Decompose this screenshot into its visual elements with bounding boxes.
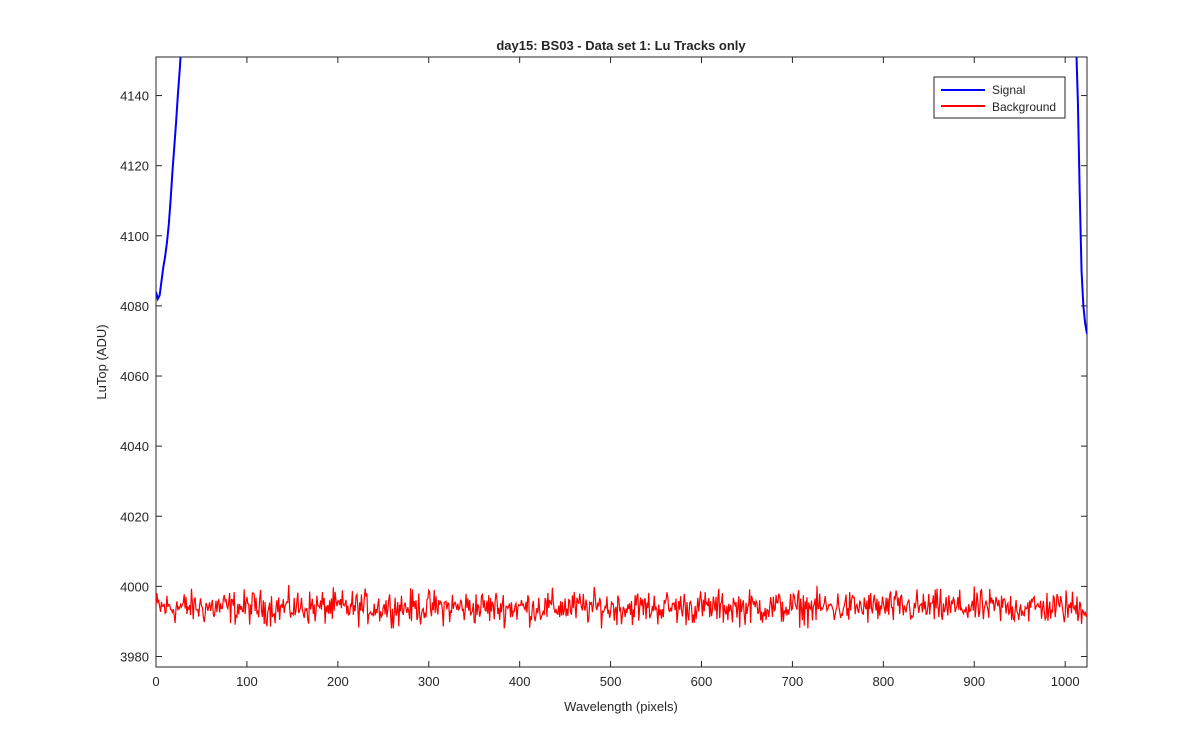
x-tick-label: 1000 — [1051, 674, 1080, 689]
y-tick-label: 3980 — [120, 649, 149, 664]
y-axis-label: LuTop (ADU) — [94, 324, 109, 399]
y-tick-label: 4100 — [120, 229, 149, 244]
ticks-layer: 0 100 200 300 400 500 600 700 800 900 1000 3980 4000… — [120, 57, 1087, 689]
x-tick-label: 200 — [327, 674, 349, 689]
x-tick-label: 800 — [872, 674, 894, 689]
y-tick-label: 4080 — [120, 299, 149, 314]
legend-label-signal: Signal — [992, 83, 1025, 97]
x-tick-label: 100 — [236, 674, 258, 689]
legend-label-background: Background — [992, 100, 1056, 114]
plot-area — [155, 56, 1088, 668]
x-tick-label: 300 — [418, 674, 440, 689]
y-tick-label: 4120 — [120, 159, 149, 174]
series-signal-line-right — [1075, 57, 1087, 335]
legend-box — [933, 76, 1066, 119]
y-tick-label: 4060 — [120, 369, 149, 384]
x-tick-label: 0 — [152, 674, 159, 689]
series-layer — [156, 57, 1087, 629]
y-tick-label: 4140 — [120, 89, 149, 104]
x-tick-label: 500 — [600, 674, 622, 689]
legend: Signal Background — [933, 76, 1066, 119]
x-axis-label: Wavelength (pixels) — [564, 699, 678, 714]
series-background-line — [156, 584, 1087, 629]
y-tick-label: 4040 — [120, 439, 149, 454]
y-tick-label: 4020 — [120, 509, 149, 524]
y-tick-label: 4000 — [120, 579, 149, 594]
series-signal-line-left — [156, 57, 182, 302]
x-tick-label: 400 — [509, 674, 531, 689]
chart-title: day15: BS03 - Data set 1: Lu Tracks only — [496, 38, 746, 53]
x-tick-label: 900 — [963, 674, 985, 689]
x-tick-label: 700 — [782, 674, 804, 689]
x-tick-label: 600 — [691, 674, 713, 689]
